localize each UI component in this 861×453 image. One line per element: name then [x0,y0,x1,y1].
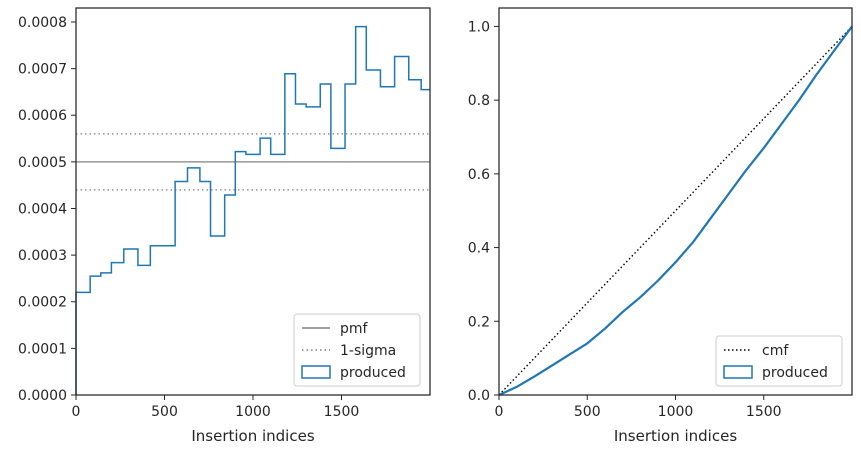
right-panel: 0 500 1000 1500 0.0 0.2 0.4 0.6 0.8 1.0 Insertion … [468,7,853,445]
left-panel: 0 500 1000 1500 0.0000 0.0001 0.0002 0.0003 0.00… [18,7,431,445]
produced-cumulative-line [498,25,853,396]
legend-frame [715,335,843,387]
y-tick-label: 0.8 [468,93,490,109]
y-tick-label: 0.0001 [18,341,67,357]
plot-frame [75,7,431,396]
legend-label: 1-sigma [340,343,396,359]
x-tick-label: 500 [151,404,178,420]
x-tick-label: 500 [574,404,601,420]
x-axis-label: Insertion indices [614,427,737,445]
legend: pmf 1-sigma produced [293,313,421,387]
y-tick-label: 0.2 [468,314,490,330]
x-tick-label: 1000 [658,404,694,420]
legend-swatch [301,365,331,379]
legend-label: pmf [340,321,369,337]
legend-label: cmf [762,343,789,359]
y-tick-label: 0.0004 [18,201,67,217]
y-tick-label: 0.0002 [18,295,67,311]
y-tick-label: 0.0007 [18,62,67,78]
y-tick-label: 0.4 [468,241,490,257]
x-tick-label: 1500 [324,404,360,420]
x-tick-label: 0 [495,404,504,420]
legend-label: produced [340,365,406,381]
y-tick-label: 0.0 [468,388,490,404]
legend-swatch [723,365,753,379]
cmf-line [498,25,853,396]
plot-frame [498,7,853,396]
legend-label: produced [762,365,828,381]
y-tick-label: 1.0 [468,19,490,35]
y-tick-label: 0.6 [468,167,490,183]
legend: cmf produced [715,335,843,387]
x-axis-label: Insertion indices [191,427,314,445]
produced-histogram [75,25,430,395]
y-tick-label: 0.0006 [18,108,67,124]
y-tick-label: 0.0008 [18,15,67,31]
x-tick-label: 1500 [746,404,782,420]
x-tick-label: 1000 [235,404,271,420]
y-tick-label: 0.0000 [18,388,67,404]
legend-frame [293,313,421,387]
x-tick-label: 0 [72,404,81,420]
y-tick-label: 0.0005 [18,155,67,171]
y-tick-label: 0.0003 [18,248,67,264]
